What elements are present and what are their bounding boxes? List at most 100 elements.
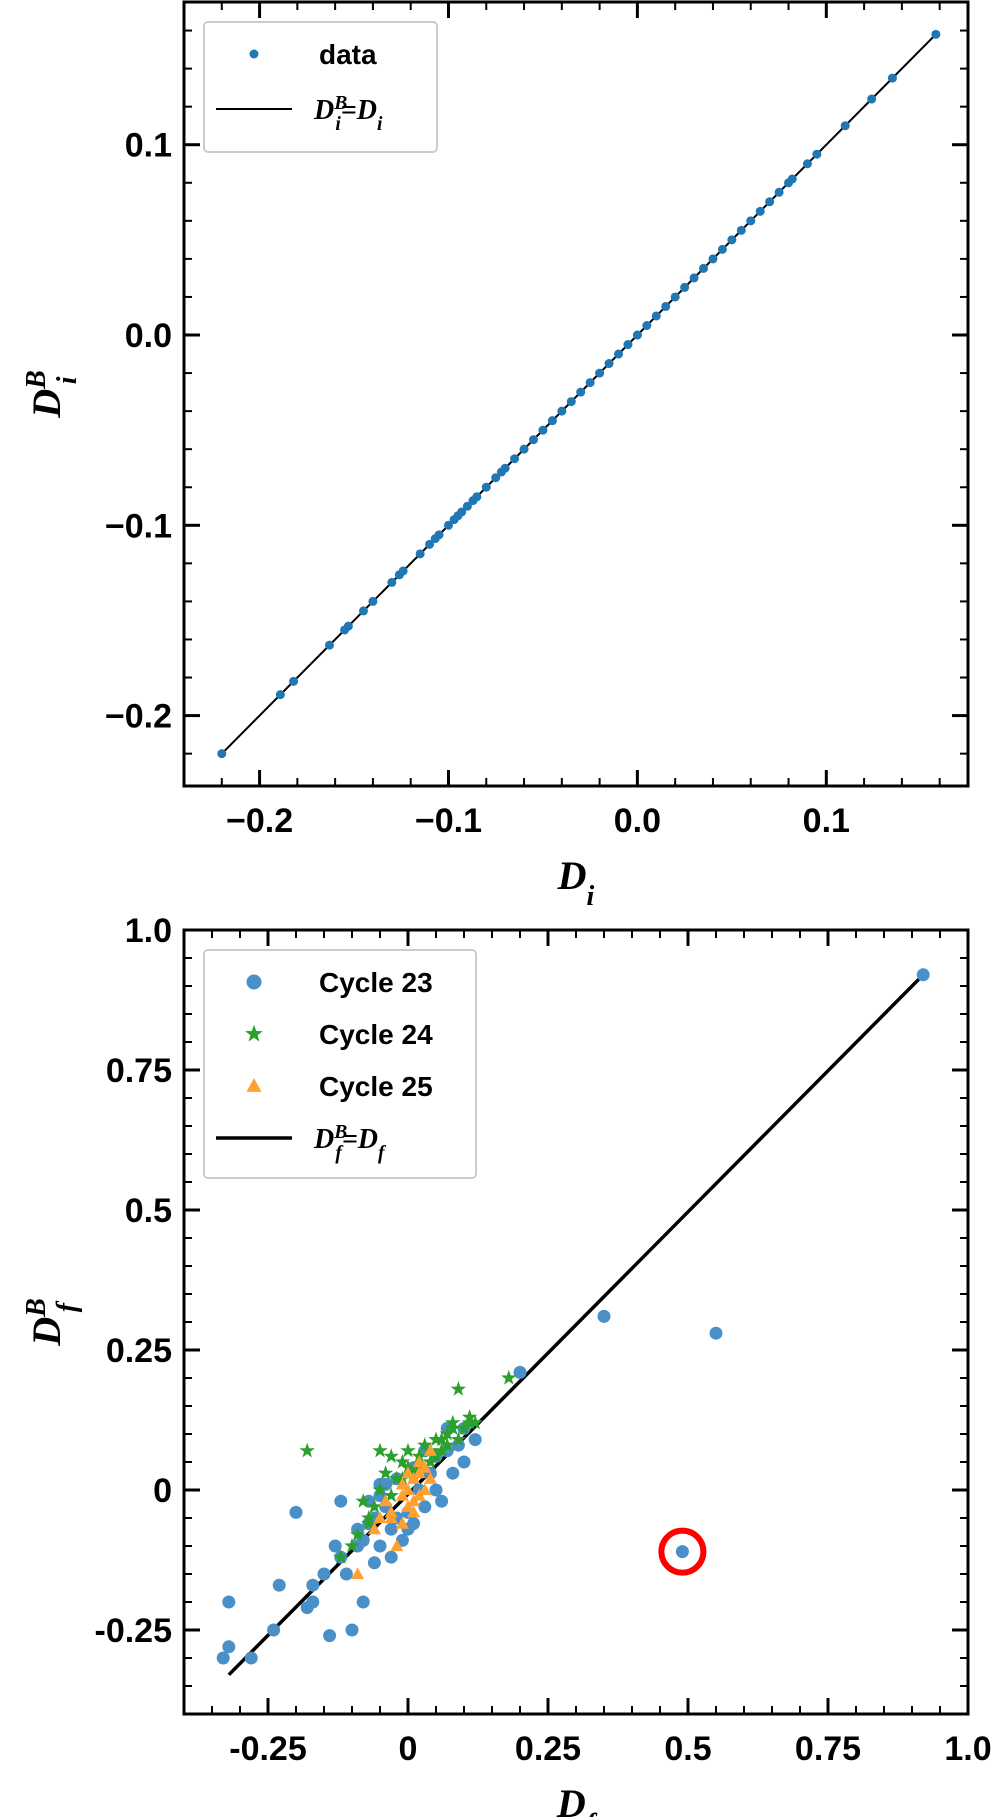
series-data	[217, 29, 941, 759]
data-point	[401, 1466, 415, 1479]
data-point	[755, 206, 765, 216]
data-point	[343, 621, 353, 631]
data-point	[384, 1511, 398, 1524]
legend: Cycle 23 Cycle 24 Cycle 25 DB f=Df	[203, 949, 477, 1179]
x-tick-label: 1.0	[944, 1730, 991, 1768]
data-point	[356, 1595, 370, 1609]
data-point	[217, 749, 227, 759]
data-point	[931, 29, 941, 39]
data-point	[334, 1494, 348, 1508]
axes-frame	[182, 928, 970, 1716]
data-point	[547, 416, 557, 426]
data-point	[651, 311, 661, 321]
plot-area	[217, 29, 941, 759]
data-point	[746, 216, 756, 226]
data-point	[457, 1455, 471, 1469]
data-point	[372, 1442, 388, 1458]
data-point	[435, 1494, 449, 1508]
legend-label: data	[319, 39, 377, 70]
data-point	[467, 1414, 483, 1430]
legend-box	[203, 949, 477, 1179]
data-point	[422, 1453, 439, 1469]
data-point	[689, 273, 699, 283]
data-point	[349, 1526, 366, 1542]
data-point	[468, 1433, 482, 1447]
data-point	[328, 1539, 342, 1553]
data-point	[513, 1365, 527, 1379]
data-point	[289, 676, 299, 686]
y-tick-label: -0.25	[95, 1612, 173, 1650]
legend-marker	[249, 49, 259, 59]
data-point	[373, 1539, 387, 1553]
data-point	[323, 1629, 337, 1643]
x-axis-label: Df	[556, 1781, 598, 1817]
plot-area	[216, 968, 930, 1677]
data-point	[445, 1420, 461, 1435]
x-tick-label: 0	[399, 1730, 418, 1768]
data-point	[384, 1522, 398, 1536]
data-point	[867, 94, 877, 104]
data-point	[457, 507, 467, 517]
data-point	[727, 235, 737, 245]
legend-label: Cycle 25	[319, 1071, 433, 1102]
legend-box	[203, 21, 438, 153]
legend-label: Cycle 24	[319, 1019, 433, 1050]
legend-label: Cycle 23	[319, 967, 433, 998]
data-point	[379, 1494, 393, 1507]
data-point	[429, 1483, 443, 1497]
data-point	[306, 1595, 320, 1609]
y-tick-label: 1.0	[125, 912, 172, 950]
data-point	[367, 1556, 381, 1570]
data-point	[887, 73, 897, 83]
data-point	[443, 520, 453, 530]
data-point	[632, 330, 642, 340]
data-point	[418, 1483, 432, 1496]
data-point	[433, 1442, 450, 1458]
data-point	[614, 349, 624, 359]
y-axis-label: DBi	[21, 370, 83, 419]
bottom-panel: -0.25 0 0.25 0.5 0.75 1.0 -0.25 0 0.25 0.5 0.75 1.0…	[21, 912, 992, 1817]
data-point	[736, 225, 746, 235]
data-point	[428, 1431, 444, 1447]
data-point	[383, 1448, 399, 1463]
data-point	[680, 282, 690, 292]
data-point	[417, 1437, 433, 1452]
x-tick-label: −0.1	[415, 802, 482, 840]
data-point	[299, 1442, 315, 1458]
data-point	[345, 1623, 359, 1637]
legend: data DB i=Di	[203, 21, 438, 153]
y-tick-label: 0.0	[125, 317, 172, 355]
data-point	[407, 1505, 421, 1518]
data-point	[812, 149, 822, 159]
data-point	[576, 387, 586, 397]
data-point	[439, 1437, 455, 1452]
data-point	[481, 482, 491, 492]
data-point	[216, 1651, 230, 1665]
legend-marker	[246, 974, 262, 990]
series-cycle-25	[351, 1444, 437, 1580]
data-point	[394, 1453, 411, 1469]
data-point	[339, 1567, 353, 1581]
data-point	[358, 606, 368, 616]
data-point	[450, 1431, 467, 1447]
data-point	[267, 1623, 281, 1637]
data-point	[244, 1651, 258, 1665]
data-point	[491, 473, 501, 483]
data-point	[501, 1369, 517, 1385]
data-point	[368, 596, 378, 606]
x-tick-label: 0.5	[664, 1730, 711, 1768]
data-point	[423, 1472, 437, 1484]
data-point	[456, 1420, 472, 1435]
data-point	[461, 1414, 478, 1430]
data-point	[840, 121, 850, 131]
x-tick-label: 0.0	[614, 802, 661, 840]
data-point	[595, 368, 605, 378]
data-point	[472, 492, 482, 502]
data-point	[709, 1326, 723, 1340]
data-point	[367, 1522, 381, 1535]
data-point	[500, 463, 510, 473]
data-point	[623, 340, 633, 350]
y-tick-label: 0.25	[106, 1332, 172, 1370]
data-point	[361, 1515, 377, 1531]
